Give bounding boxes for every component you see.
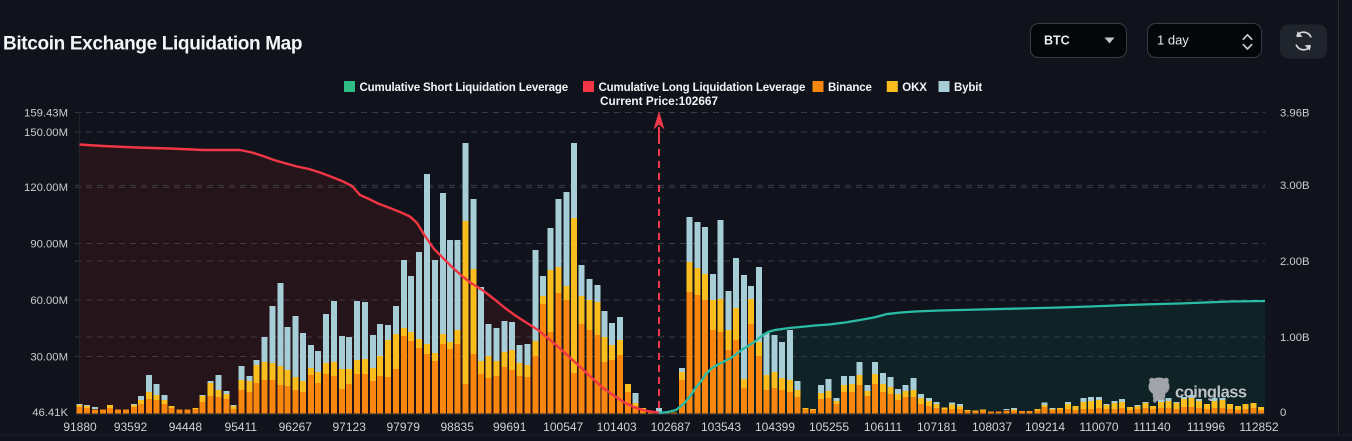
svg-text:OKX: OKX [902, 82, 927, 94]
svg-text:96267: 96267 [279, 420, 313, 434]
svg-text:46.41K: 46.41K [32, 407, 68, 419]
svg-text:100547: 100547 [543, 420, 583, 434]
svg-text:109214: 109214 [1025, 420, 1065, 434]
svg-text:Bitcoin Exchange Liquidation M: Bitcoin Exchange Liquidation Map [3, 34, 302, 55]
svg-text:102687: 102687 [651, 420, 691, 434]
svg-text:60.00M: 60.00M [30, 295, 68, 307]
svg-text:1 day: 1 day [1157, 33, 1189, 48]
svg-text:93592: 93592 [114, 420, 148, 434]
svg-text:Current Price:102667: Current Price:102667 [600, 94, 718, 108]
svg-text:112852: 112852 [1239, 420, 1278, 434]
svg-text:3.96B: 3.96B [1280, 107, 1310, 119]
svg-text:150.00M: 150.00M [24, 127, 68, 139]
svg-text:Cumulative Short Liquidation L: Cumulative Short Liquidation Leverage [360, 82, 569, 94]
svg-text:106111: 106111 [864, 420, 903, 434]
svg-text:111996: 111996 [1187, 420, 1226, 434]
svg-text:90.00M: 90.00M [30, 238, 68, 250]
svg-text:2.00B: 2.00B [1280, 256, 1310, 268]
svg-text:159.43M: 159.43M [24, 107, 68, 119]
svg-text:98835: 98835 [441, 420, 475, 434]
svg-text:97979: 97979 [387, 420, 421, 434]
svg-text:Bybit: Bybit [954, 82, 982, 94]
svg-text:103543: 103543 [701, 420, 741, 434]
svg-text:94448: 94448 [169, 420, 203, 434]
svg-text:104399: 104399 [755, 420, 795, 434]
svg-text:3.00B: 3.00B [1280, 180, 1310, 192]
svg-text:1.00B: 1.00B [1280, 332, 1310, 344]
svg-text:110070: 110070 [1079, 420, 1118, 434]
svg-text:107181: 107181 [917, 420, 957, 434]
svg-text:105255: 105255 [809, 420, 849, 434]
svg-text:111140: 111140 [1133, 420, 1171, 434]
svg-text:95411: 95411 [225, 420, 258, 434]
svg-text:30.00M: 30.00M [30, 351, 68, 363]
svg-text:97123: 97123 [333, 420, 367, 434]
svg-text:Cumulative Long Liquidation Le: Cumulative Long Liquidation Leverage [599, 82, 806, 94]
svg-text:101403: 101403 [597, 420, 637, 434]
svg-text:Binance: Binance [828, 82, 872, 94]
svg-text:91880: 91880 [63, 420, 97, 434]
svg-text:108037: 108037 [972, 420, 1012, 434]
svg-text:120.00M: 120.00M [24, 182, 68, 194]
svg-text:BTC: BTC [1044, 34, 1070, 48]
svg-text:99691: 99691 [493, 420, 527, 434]
svg-text:0: 0 [1280, 407, 1286, 419]
